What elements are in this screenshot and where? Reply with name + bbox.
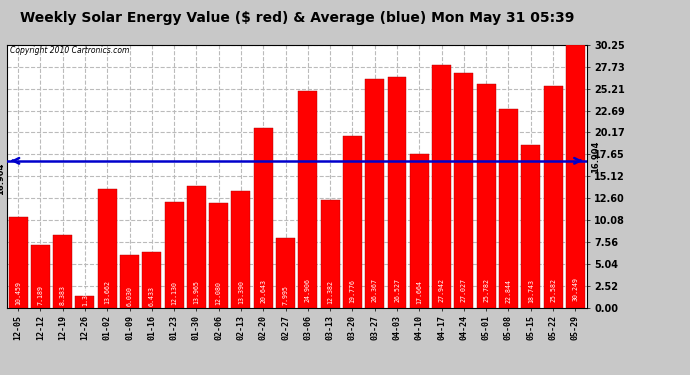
Text: 30.249: 30.249	[572, 278, 578, 302]
Text: 13.965: 13.965	[193, 280, 199, 304]
Text: 16.904: 16.904	[0, 162, 5, 195]
Text: 16.904: 16.904	[591, 141, 600, 173]
Bar	[343, 136, 362, 308]
Text: 22.844: 22.844	[506, 279, 511, 303]
Text: 10.459: 10.459	[15, 281, 21, 305]
Text: 26.527: 26.527	[394, 278, 400, 302]
Bar	[566, 45, 585, 308]
Bar	[8, 217, 28, 308]
Text: 12.080: 12.080	[216, 280, 221, 304]
Bar	[432, 65, 451, 308]
Text: 6.030: 6.030	[126, 286, 132, 306]
Text: 27.942: 27.942	[439, 278, 444, 302]
Bar	[455, 73, 473, 308]
Bar	[232, 191, 250, 308]
Text: 24.906: 24.906	[305, 278, 311, 302]
Bar	[388, 77, 406, 308]
Text: 1.364: 1.364	[82, 286, 88, 306]
Bar	[75, 296, 95, 307]
Bar	[53, 235, 72, 308]
Text: Copyright 2010 Cartronics.com: Copyright 2010 Cartronics.com	[10, 46, 129, 56]
Text: 13.662: 13.662	[104, 280, 110, 304]
Text: 12.130: 12.130	[171, 280, 177, 304]
Text: Weekly Solar Energy Value ($ red) & Average (blue) Mon May 31 05:39: Weekly Solar Energy Value ($ red) & Aver…	[19, 11, 574, 25]
Text: 17.664: 17.664	[416, 280, 422, 304]
Bar	[254, 128, 273, 308]
Text: 7.189: 7.189	[37, 285, 43, 305]
Bar	[98, 189, 117, 308]
Bar	[120, 255, 139, 308]
Text: 25.782: 25.782	[483, 278, 489, 302]
Bar	[165, 202, 184, 308]
Bar	[365, 79, 384, 308]
Bar	[544, 86, 562, 308]
Text: 27.027: 27.027	[461, 278, 467, 302]
Bar	[499, 109, 518, 307]
Text: 13.390: 13.390	[238, 280, 244, 304]
Bar	[477, 84, 495, 308]
Bar	[298, 92, 317, 308]
Bar	[209, 202, 228, 308]
Bar	[142, 252, 161, 308]
Bar	[321, 200, 339, 308]
Bar	[187, 186, 206, 308]
Bar	[522, 145, 540, 308]
Bar	[31, 245, 50, 308]
Text: 20.643: 20.643	[260, 279, 266, 303]
Text: 18.743: 18.743	[528, 279, 534, 303]
Text: 7.995: 7.995	[282, 285, 288, 305]
Text: 8.383: 8.383	[59, 285, 66, 305]
Text: 19.776: 19.776	[349, 279, 355, 303]
Text: 12.382: 12.382	[327, 280, 333, 304]
Text: 25.582: 25.582	[550, 278, 556, 302]
Text: 26.367: 26.367	[372, 278, 377, 302]
Bar	[276, 238, 295, 308]
Text: 6.433: 6.433	[149, 285, 155, 306]
Bar	[410, 154, 428, 308]
